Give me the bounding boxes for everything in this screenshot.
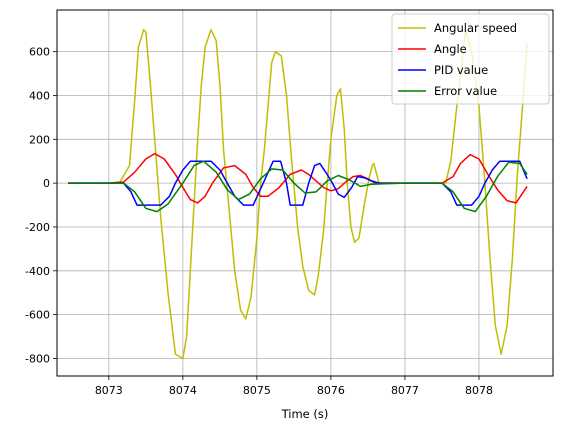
legend-label-angle: Angle [434, 42, 467, 56]
x-tick-label: 8074 [169, 384, 197, 397]
legend-box [391, 13, 550, 105]
y-tick-label: 0 [43, 177, 50, 190]
legend-label-angular-speed: Angular speed [434, 21, 517, 35]
legend-label-error-value: Error value [434, 84, 497, 98]
x-tick-label: 8078 [465, 384, 493, 397]
series-line-error-value [68, 160, 528, 213]
x-axis-label: Time (s) [281, 407, 329, 421]
y-tick-label: 400 [29, 89, 50, 102]
legend: Angular speed Angle PID value Error value [391, 13, 550, 105]
y-tick-label: -800 [25, 352, 50, 365]
x-tick-label: 8075 [243, 384, 271, 397]
series-line-pid-value [68, 160, 528, 206]
series-line-angle [68, 152, 528, 204]
y-tick-label: -400 [25, 265, 50, 278]
x-tick-label: 8073 [95, 384, 123, 397]
y-tick-label: 200 [29, 133, 50, 146]
y-tick-label: -600 [25, 309, 50, 322]
plot-frame [56, 9, 554, 377]
x-tick-label: 8076 [317, 384, 345, 397]
y-tick-label: 600 [29, 46, 50, 59]
y-tick-label: -200 [25, 221, 50, 234]
x-ticks: 8073 8074 8075 8076 8077 8078 [95, 376, 493, 397]
y-ticks: -800 -600 -400 -200 0 200 400 600 [25, 46, 57, 365]
legend-label-pid-value: PID value [434, 63, 488, 77]
x-tick-label: 8077 [391, 384, 419, 397]
